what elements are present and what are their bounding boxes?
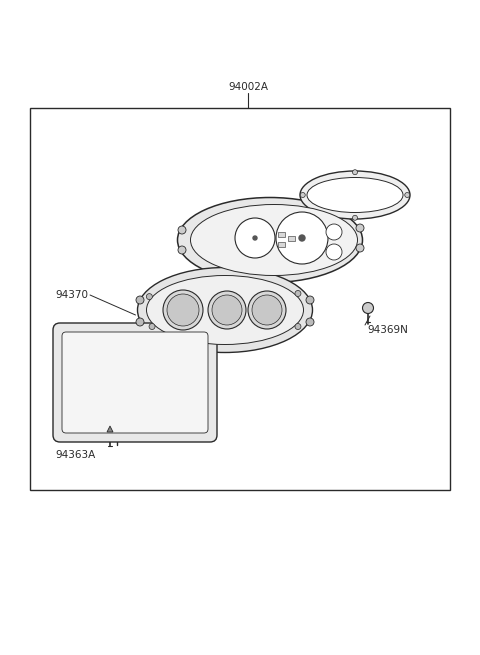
FancyBboxPatch shape bbox=[53, 323, 217, 442]
Circle shape bbox=[356, 244, 364, 252]
Bar bbox=[30, 108, 450, 490]
Circle shape bbox=[208, 291, 246, 329]
Circle shape bbox=[252, 295, 282, 325]
Circle shape bbox=[167, 294, 199, 326]
Ellipse shape bbox=[300, 171, 410, 219]
Text: 94369N: 94369N bbox=[367, 325, 408, 335]
Text: 94002A: 94002A bbox=[228, 82, 268, 92]
Text: 94363A: 94363A bbox=[55, 450, 95, 460]
Text: 94370: 94370 bbox=[55, 290, 88, 300]
Circle shape bbox=[212, 295, 242, 325]
Circle shape bbox=[253, 236, 257, 240]
Circle shape bbox=[235, 218, 275, 258]
Circle shape bbox=[149, 324, 155, 329]
Circle shape bbox=[306, 318, 314, 326]
FancyBboxPatch shape bbox=[62, 332, 208, 433]
Ellipse shape bbox=[146, 276, 303, 345]
Circle shape bbox=[163, 290, 203, 330]
Circle shape bbox=[306, 296, 314, 304]
Circle shape bbox=[326, 224, 342, 240]
Circle shape bbox=[299, 235, 305, 241]
Ellipse shape bbox=[178, 198, 362, 282]
Circle shape bbox=[352, 215, 358, 220]
Circle shape bbox=[248, 291, 286, 329]
Bar bbox=[288, 236, 295, 241]
Bar bbox=[278, 232, 285, 237]
Circle shape bbox=[295, 290, 301, 297]
Ellipse shape bbox=[307, 178, 403, 212]
Ellipse shape bbox=[191, 204, 358, 276]
Circle shape bbox=[352, 170, 358, 175]
Circle shape bbox=[326, 244, 342, 260]
Circle shape bbox=[136, 318, 144, 326]
Circle shape bbox=[178, 246, 186, 254]
Bar bbox=[278, 242, 285, 247]
Polygon shape bbox=[107, 426, 113, 432]
Circle shape bbox=[300, 193, 305, 198]
Circle shape bbox=[362, 303, 373, 314]
Circle shape bbox=[178, 226, 186, 234]
Circle shape bbox=[295, 324, 301, 329]
Circle shape bbox=[146, 293, 152, 299]
Ellipse shape bbox=[137, 267, 312, 352]
Circle shape bbox=[136, 296, 144, 304]
Circle shape bbox=[276, 212, 328, 264]
Circle shape bbox=[356, 224, 364, 232]
Circle shape bbox=[405, 193, 410, 198]
